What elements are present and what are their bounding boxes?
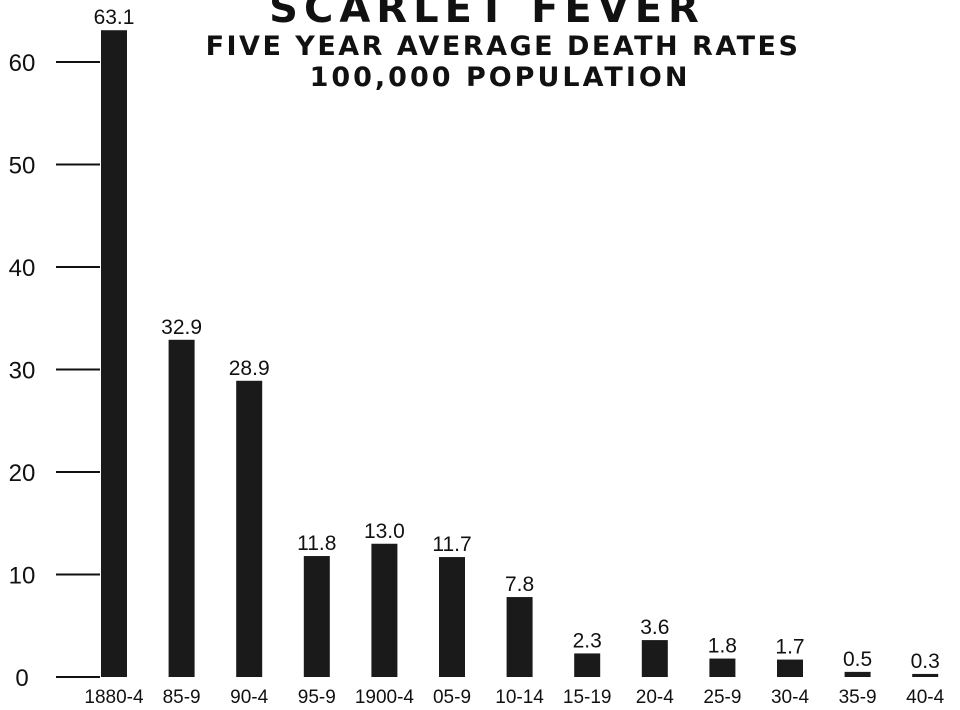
bars-group (101, 30, 939, 678)
y-tick-label: 50 (9, 153, 36, 180)
y-tick-label: 40 (9, 255, 36, 282)
bar-data-label: 1.7 (775, 636, 804, 659)
y-tick-label: 30 (9, 358, 36, 385)
bar (912, 673, 939, 677)
bar (236, 380, 263, 677)
chart-title: SCARLET FEVER (269, 0, 705, 32)
x-category-label: 1900-4 (355, 687, 415, 708)
y-tick-label: 10 (9, 563, 36, 590)
x-category-label: 30-4 (771, 687, 809, 708)
y-tick-label: 60 (9, 50, 36, 77)
x-category-label: 40-4 (906, 687, 944, 708)
x-category-label: 1880-4 (84, 687, 144, 708)
bar-data-label: 11.7 (432, 533, 471, 556)
x-axis-labels-group: 1880-4 85-9 90-4 95-9 1900-4 05-9 10-14 15-19 20… (84, 687, 944, 708)
bar-data-label: 0.3 (911, 650, 940, 673)
bar-data-label: 11.8 (297, 532, 336, 555)
x-category-label: 85-9 (163, 687, 201, 708)
bar (439, 557, 465, 677)
bar (303, 556, 330, 677)
bar-data-label: 13.0 (364, 520, 405, 543)
bar (506, 597, 533, 677)
bar-data-label: 7.8 (505, 573, 534, 596)
y-tick-label: 0 (15, 665, 28, 692)
chart-subtitle-line2: 100,000 POPULATION (310, 62, 691, 93)
bar (101, 30, 127, 678)
bar-data-label: 3.6 (640, 616, 669, 639)
bar-data-label: 0.5 (843, 648, 872, 671)
bar-data-label: 28.9 (229, 357, 270, 380)
x-category-label: 05-9 (433, 687, 471, 708)
bar (574, 653, 601, 677)
x-category-label: 35-9 (839, 687, 877, 708)
bar (641, 640, 668, 677)
x-category-label: 15-19 (563, 687, 612, 708)
chart-subtitle-line1: FIVE YEAR AVERAGE DEATH RATES (206, 31, 801, 62)
x-category-label: 90-4 (230, 687, 268, 708)
x-category-label: 25-9 (703, 687, 741, 708)
x-category-label: 20-4 (636, 687, 674, 708)
y-axis: 0 10 20 30 40 50 60 (9, 50, 100, 692)
bar (709, 658, 736, 677)
bar (777, 659, 803, 677)
data-labels-group: 63.1 32.9 28.9 11.8 13.0 11.7 7.8 2.3 3.6 1.8 1.7 0… (94, 6, 940, 673)
x-category-label: 95-9 (298, 687, 336, 708)
bar-data-label: 2.3 (573, 629, 602, 652)
y-tick-label: 20 (9, 460, 36, 487)
bar-data-label: 1.8 (708, 635, 737, 658)
x-category-label: 10-14 (495, 687, 544, 708)
bar (371, 543, 398, 677)
bar-data-label: 32.9 (161, 316, 202, 339)
bar (168, 339, 195, 677)
bar (844, 671, 871, 677)
bar-data-label: 63.1 (94, 6, 135, 29)
